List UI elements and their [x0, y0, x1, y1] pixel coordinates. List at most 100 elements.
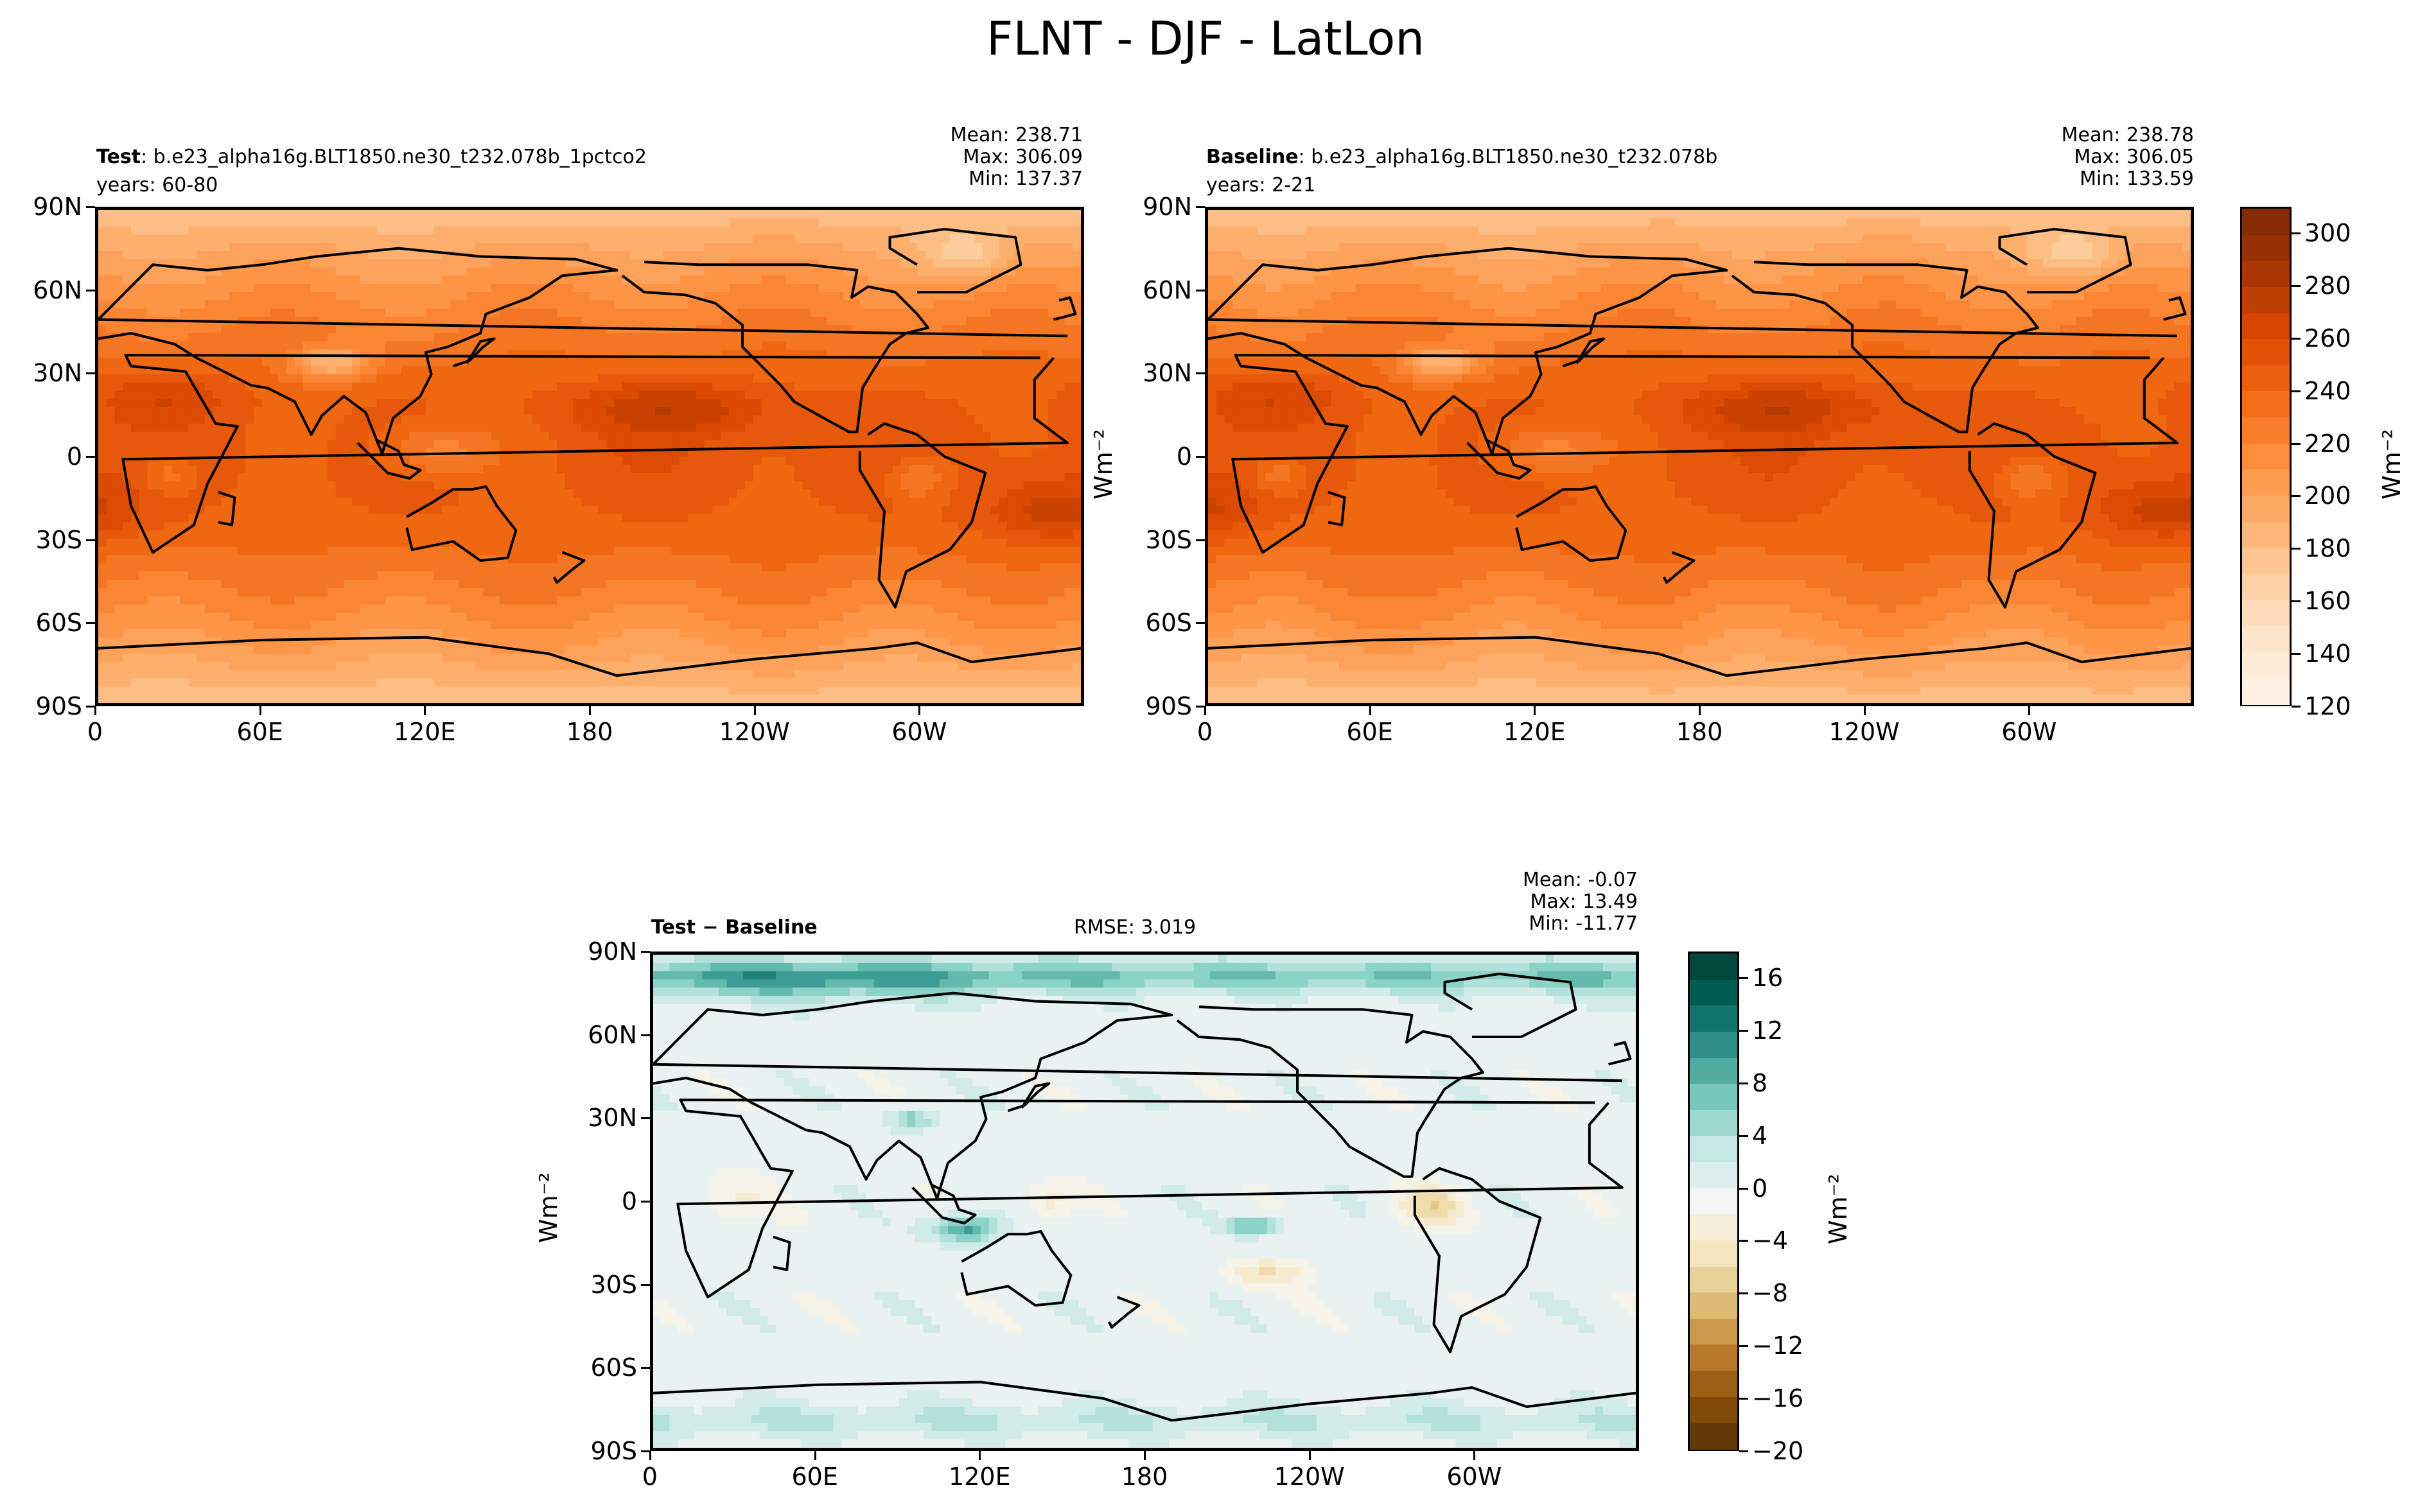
field-cell [204, 431, 214, 440]
field-cell [811, 530, 820, 539]
field-cell [368, 325, 378, 334]
field-cell [950, 251, 959, 260]
field-cell [393, 251, 402, 260]
field-cell [728, 423, 738, 433]
field-cell [737, 431, 746, 440]
field-cell [360, 464, 369, 474]
field-cell [540, 522, 549, 531]
field-cell [999, 399, 1008, 408]
field-cell [933, 539, 942, 548]
field-cell [164, 382, 173, 392]
field-cell [884, 489, 893, 498]
field-cell [328, 374, 337, 383]
field-cell [983, 251, 992, 260]
field-cell [245, 440, 254, 449]
field-cell [155, 308, 164, 317]
field-cell [417, 210, 426, 219]
field-cell [827, 308, 836, 317]
field-cell [368, 259, 378, 268]
field-cell [925, 481, 934, 490]
field-cell [344, 530, 353, 539]
field-cell [532, 243, 541, 252]
field-cell [245, 292, 254, 301]
field-cell [647, 514, 656, 523]
field-cell [335, 481, 345, 490]
field-cell [221, 415, 230, 424]
field-cell [581, 530, 590, 539]
field-cell [335, 259, 345, 268]
field-cell [655, 358, 664, 367]
field-cell [900, 210, 909, 219]
field-cell [966, 275, 975, 284]
field-cell [1007, 456, 1016, 465]
field-cell [819, 333, 828, 342]
field-cell [835, 539, 844, 548]
field-cell [942, 514, 951, 523]
field-cell [540, 514, 549, 523]
field-cell [638, 308, 647, 317]
field-cell [499, 308, 509, 317]
field-cell [1007, 308, 1016, 317]
field-cell [622, 423, 631, 433]
field-cell [204, 284, 214, 293]
field-cell [597, 456, 607, 465]
field-cell [344, 226, 353, 235]
field-cell [892, 382, 902, 392]
field-cell [123, 382, 132, 392]
field-cell [540, 431, 549, 440]
field-cell [466, 514, 476, 523]
field-cell [311, 539, 320, 548]
field-cell [229, 251, 238, 260]
field-cell [950, 423, 959, 433]
field-cell [123, 234, 132, 243]
field-cell [557, 498, 566, 507]
field-cell [98, 259, 107, 268]
field-cell [139, 300, 148, 309]
field-cell [769, 366, 778, 375]
field-cell [385, 284, 394, 293]
field-cell [876, 473, 885, 482]
field-cell [983, 448, 992, 457]
field-cell [417, 415, 426, 424]
field-cell [761, 317, 771, 326]
field-cell [147, 390, 156, 399]
field-cell [835, 431, 844, 440]
field-cell [213, 431, 222, 440]
field-cell [368, 292, 378, 301]
field-cell [352, 489, 361, 498]
field-cell [270, 317, 279, 326]
field-cell [917, 456, 926, 465]
field-cell [459, 325, 468, 334]
field-cell [311, 530, 320, 539]
field-cell [106, 275, 116, 284]
field-cell [868, 226, 877, 235]
field-cell [106, 300, 116, 309]
field-cell [262, 275, 271, 284]
field-cell [171, 382, 181, 392]
field-cell [262, 464, 271, 474]
field-cell [597, 407, 607, 416]
field-cell [1031, 464, 1040, 474]
field-cell [507, 333, 516, 342]
field-cell [974, 325, 983, 334]
field-cell [475, 366, 484, 375]
field-cell [98, 464, 107, 474]
field-cell [835, 399, 844, 408]
field-cell [491, 539, 500, 548]
field-cell [393, 399, 402, 408]
field-cell [278, 399, 287, 408]
field-cell [409, 300, 418, 309]
field-cell [344, 267, 353, 276]
field-cell [499, 267, 509, 276]
field-cell [966, 317, 975, 326]
field-cell [1048, 284, 1057, 293]
field-cell [155, 292, 164, 301]
field-cell [466, 308, 476, 317]
field-cell [663, 374, 672, 383]
field-cell [245, 210, 254, 219]
field-cell [442, 366, 451, 375]
field-cell [843, 234, 852, 243]
field-cell [721, 292, 730, 301]
field-cell [737, 210, 746, 219]
field-cell [409, 317, 418, 326]
